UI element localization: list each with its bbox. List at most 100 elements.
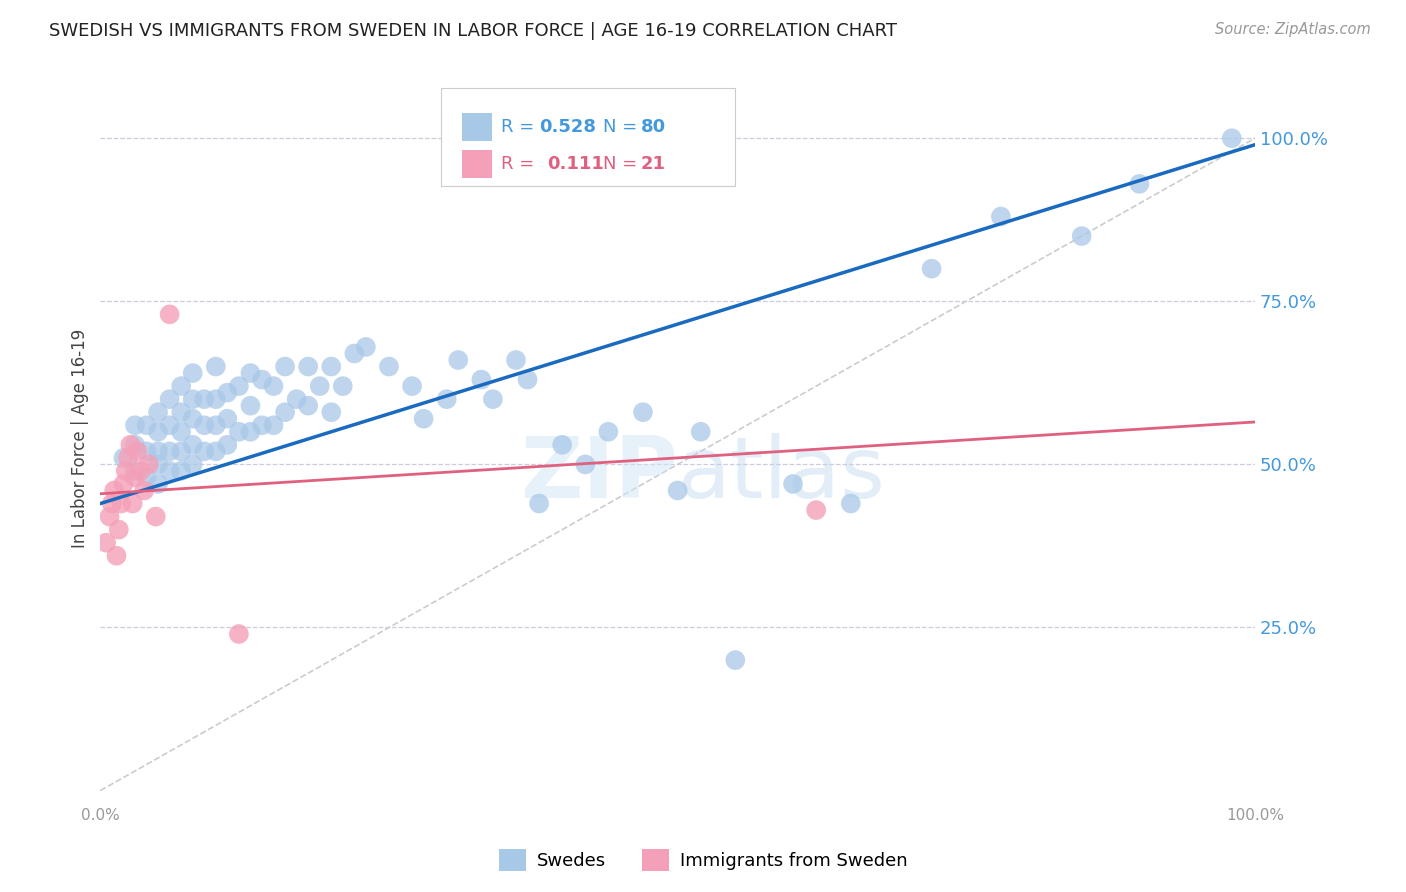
Point (239, 366, 262, 380)
Point (378, 359, 401, 374)
Point (135, 418, 157, 433)
Point (263, 418, 285, 433)
Text: atlas: atlas (678, 434, 886, 516)
Point (159, 464, 181, 478)
Point (217, 411, 239, 425)
Point (159, 444, 181, 458)
FancyBboxPatch shape (461, 150, 492, 178)
Point (124, 470, 146, 484)
Point (482, 392, 505, 406)
Text: Source: ZipAtlas.com: Source: ZipAtlas.com (1215, 22, 1371, 37)
FancyBboxPatch shape (441, 87, 735, 186)
Point (146, 405, 169, 419)
Point (250, 373, 273, 387)
Point (159, 392, 181, 406)
Point (839, 497, 862, 511)
Point (470, 373, 492, 387)
Point (239, 425, 262, 439)
Point (1220, 131, 1243, 145)
Point (170, 464, 193, 478)
Point (101, 497, 124, 511)
Point (204, 392, 226, 406)
Point (332, 379, 354, 393)
Point (228, 379, 250, 393)
Point (159, 307, 181, 321)
Point (193, 392, 215, 406)
Point (724, 653, 747, 667)
Point (990, 210, 1012, 224)
Point (505, 353, 527, 368)
Point (121, 497, 143, 511)
Point (193, 418, 215, 433)
Text: 0.528: 0.528 (538, 118, 596, 136)
Point (574, 458, 596, 472)
Point (321, 405, 343, 419)
Text: N =: N = (603, 118, 643, 136)
Point (598, 425, 620, 439)
Point (108, 523, 131, 537)
Point (1128, 177, 1150, 191)
Text: R =: R = (501, 118, 540, 136)
Point (181, 392, 204, 406)
Point (117, 450, 139, 465)
Point (401, 379, 423, 393)
Point (228, 425, 250, 439)
Point (135, 470, 157, 484)
Point (138, 458, 160, 472)
Point (170, 405, 193, 419)
Point (689, 425, 711, 439)
Point (181, 411, 204, 425)
Point (110, 497, 132, 511)
Point (112, 477, 135, 491)
Point (181, 438, 204, 452)
Point (146, 458, 169, 472)
Point (204, 418, 226, 433)
Point (274, 359, 297, 374)
Point (170, 379, 193, 393)
Point (527, 497, 550, 511)
Point (321, 359, 343, 374)
Text: 80: 80 (641, 118, 666, 136)
Point (921, 261, 943, 276)
Point (666, 483, 689, 498)
Point (1070, 229, 1092, 244)
Point (239, 399, 262, 413)
Point (98, 509, 121, 524)
Point (129, 464, 152, 478)
Point (308, 379, 330, 393)
Point (181, 458, 204, 472)
Text: 0.111: 0.111 (547, 155, 605, 173)
Point (103, 483, 125, 498)
Point (412, 411, 434, 425)
Point (112, 450, 135, 465)
Point (285, 392, 308, 406)
Text: SWEDISH VS IMMIGRANTS FROM SWEDEN IN LABOR FORCE | AGE 16-19 CORRELATION CHART: SWEDISH VS IMMIGRANTS FROM SWEDEN IN LAB… (49, 22, 897, 40)
Point (343, 346, 366, 360)
Point (124, 438, 146, 452)
Point (146, 444, 169, 458)
Point (228, 627, 250, 641)
Point (135, 444, 157, 458)
Text: N =: N = (603, 155, 643, 173)
Point (124, 418, 146, 433)
Point (217, 385, 239, 400)
Text: 21: 21 (641, 155, 665, 173)
Point (114, 464, 136, 478)
Point (145, 509, 167, 524)
Point (217, 438, 239, 452)
Point (105, 549, 128, 563)
Point (354, 340, 377, 354)
Point (181, 366, 204, 380)
Point (447, 353, 470, 368)
Point (146, 425, 169, 439)
Legend: Swedes, Immigrants from Sweden: Swedes, Immigrants from Sweden (492, 842, 914, 879)
Text: R =: R = (501, 155, 546, 173)
Point (146, 477, 169, 491)
Point (159, 418, 181, 433)
Text: ZIP: ZIP (520, 434, 678, 516)
Point (170, 444, 193, 458)
Point (94, 535, 117, 549)
Point (516, 373, 538, 387)
Point (551, 438, 574, 452)
Point (804, 503, 827, 517)
